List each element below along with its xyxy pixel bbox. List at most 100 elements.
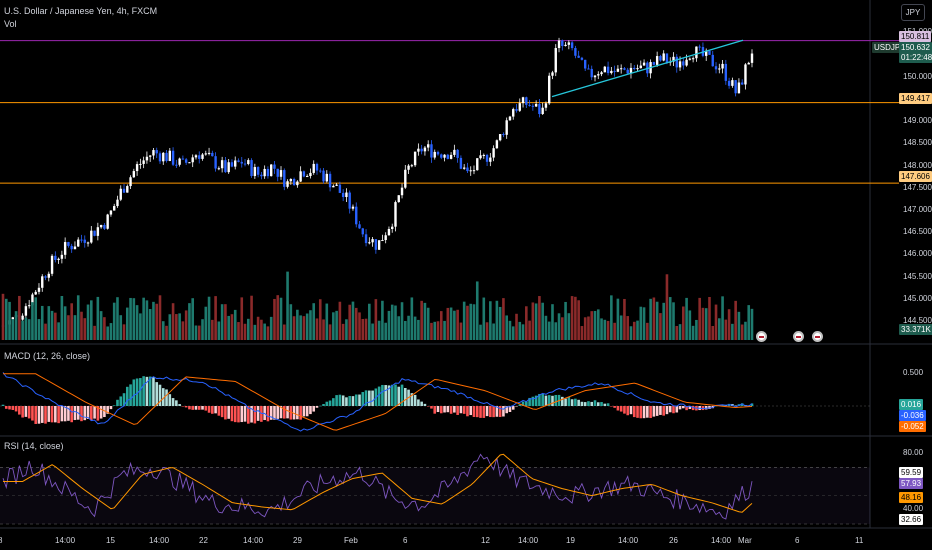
symbol-title[interactable]: U.S. Dollar / Japanese Yen, 4h, FXCM <box>4 6 158 16</box>
volume-bar <box>220 304 224 340</box>
candle-body <box>279 170 283 177</box>
macd-histogram-bar <box>237 406 240 423</box>
currency-button[interactable]: JPY <box>901 4 925 21</box>
volume-bar <box>574 296 577 340</box>
macd-histogram-bar <box>99 406 103 419</box>
macd-histogram-bar <box>289 406 293 420</box>
candle-body <box>286 181 289 187</box>
candle-body <box>430 144 433 158</box>
candle-body <box>731 80 734 86</box>
volume-indicator-title[interactable]: Vol <box>4 19 17 29</box>
macd-histogram-bar <box>610 406 613 407</box>
macd-histogram-bar <box>364 390 368 406</box>
candle-body <box>544 103 548 108</box>
macd-histogram-bar <box>685 406 688 411</box>
candle-body <box>60 254 64 259</box>
candle-body <box>538 103 541 115</box>
volume-bar <box>521 324 525 340</box>
volume-bar <box>103 317 106 340</box>
candle-body <box>714 66 718 70</box>
macd-histogram-bar <box>603 403 607 406</box>
volume-bar <box>554 322 558 340</box>
macd-histogram-bar <box>394 384 397 406</box>
candle-body <box>698 46 701 48</box>
volume-bar <box>518 321 522 340</box>
rsi-lower-tag: 32.66 <box>899 514 924 525</box>
macd-histogram-bar <box>93 406 96 419</box>
volume-bar <box>407 315 410 340</box>
macd-histogram-bar <box>469 406 473 416</box>
us-flag-event-icon[interactable] <box>793 331 804 342</box>
candle-body <box>191 157 194 163</box>
macd-histogram-bar <box>413 394 417 406</box>
candle-body <box>96 227 100 236</box>
volume-bar <box>253 324 257 340</box>
volume-bar <box>93 325 96 340</box>
volume-bar <box>377 320 381 340</box>
rsi-ma-tag: 48.16 <box>899 492 924 503</box>
macd-histogram-bar <box>639 406 643 419</box>
macd-histogram-bar <box>230 406 234 422</box>
macd-histogram-bar <box>433 406 437 414</box>
volume-bar <box>639 306 643 340</box>
candle-body <box>593 75 597 78</box>
rsi-title[interactable]: RSI (14, close) <box>4 441 64 451</box>
volume-bar <box>593 310 597 340</box>
candle-body <box>541 107 544 115</box>
macd-histogram-bar <box>387 385 391 406</box>
volume-bar <box>125 307 129 340</box>
candle-body <box>489 157 492 162</box>
macd-histogram-bar <box>554 394 558 406</box>
volume-bar <box>466 305 469 340</box>
macd-histogram-bar <box>1 404 5 406</box>
volume-bar <box>538 296 541 340</box>
candle-body <box>410 165 414 167</box>
candle-body <box>80 239 83 241</box>
macd-histogram-bar <box>96 406 100 421</box>
macd-histogram-bar <box>191 406 195 410</box>
macd-histogram-bar <box>446 406 450 413</box>
candle-body <box>90 230 93 243</box>
volume-bar <box>583 317 587 340</box>
candle-body <box>466 167 469 172</box>
volume-bar <box>747 305 751 340</box>
candle-body <box>502 134 505 136</box>
macd-histogram-bar <box>47 406 51 422</box>
candle-body <box>397 195 400 203</box>
volume-bar <box>302 316 306 340</box>
price-axis-label: 145.000 <box>903 293 932 303</box>
candle-body <box>247 160 250 164</box>
us-flag-event-icon[interactable] <box>756 331 767 342</box>
macd-histogram-bar <box>135 378 139 406</box>
macd-title[interactable]: MACD (12, 26, close) <box>4 351 91 361</box>
candle-body <box>178 158 181 165</box>
us-flag-event-icon[interactable] <box>812 331 823 342</box>
macd-histogram-bar <box>678 406 682 410</box>
candle-body <box>220 160 224 169</box>
volume-bar <box>247 318 250 340</box>
volume-bar <box>233 309 237 340</box>
macd-histogram-bar <box>593 400 597 406</box>
time-axis-label: 29 <box>293 536 302 545</box>
candle-body <box>165 152 168 161</box>
volume-bar <box>433 321 437 340</box>
macd-histogram-bar <box>73 406 77 421</box>
macd-histogram-bar <box>40 406 44 423</box>
volume-bar <box>237 322 240 340</box>
volume-bar <box>250 295 253 340</box>
candle-body <box>737 82 741 94</box>
macd-histogram-bar <box>145 376 149 406</box>
macd-histogram-bar <box>67 406 70 421</box>
macd-histogram-bar <box>498 406 502 418</box>
macd-histogram-bar <box>636 406 639 418</box>
price-axis-label: 146.500 <box>903 227 932 237</box>
candle-body <box>325 173 329 182</box>
macd-histogram-bar <box>148 376 152 406</box>
volume-bar <box>96 296 100 340</box>
volume-bar <box>472 304 476 340</box>
candle-body <box>364 234 368 244</box>
candle-body <box>626 69 629 74</box>
candle-body <box>175 164 178 166</box>
macd-histogram-bar <box>60 406 64 422</box>
